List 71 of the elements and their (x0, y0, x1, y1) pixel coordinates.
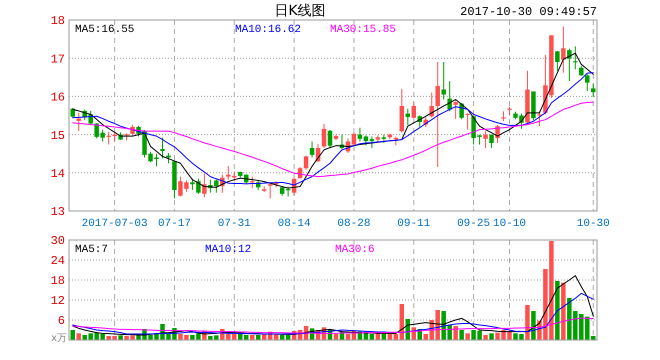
candlestick (585, 74, 590, 92)
candlestick (166, 152, 171, 164)
bar (489, 333, 494, 340)
bar (453, 326, 458, 340)
x-tick-label: 10-10 (492, 218, 526, 230)
y-tick-label: 6 (58, 314, 65, 328)
candlestick (328, 130, 332, 148)
bar (555, 281, 560, 340)
candlestick (160, 137, 165, 159)
y-tick-label: 17 (50, 52, 65, 66)
text: MA10:16.62 (235, 24, 302, 36)
bar (561, 282, 566, 340)
bar (70, 330, 75, 340)
candlestick (489, 134, 494, 148)
y-tick-label: 18 (50, 274, 65, 288)
candlestick (70, 107, 75, 118)
line-series (72, 292, 594, 334)
candlestick (76, 112, 81, 132)
x-tick-label: 09-25 (457, 218, 490, 230)
x-tick-label: 10-30 (576, 218, 610, 230)
line-series (72, 275, 594, 336)
candlestick (441, 62, 446, 100)
x-tick-label: 08-14 (278, 218, 312, 230)
candlestick (561, 26, 566, 74)
x-tick-label: 07-31 (218, 218, 252, 230)
y-tick-label: 13 (50, 205, 65, 220)
candlestick (591, 83, 596, 98)
candlestick (465, 112, 470, 130)
y-tick-label: 18 (50, 14, 65, 28)
line-series (72, 102, 594, 178)
text: MA30:15.85 (330, 24, 396, 36)
text: MA10:12 (205, 244, 252, 256)
text: MA5:16.55 (75, 24, 134, 36)
y-tick-label: 24 (50, 254, 65, 268)
y-tick-label: 15 (50, 128, 65, 143)
candlestick (406, 108, 410, 126)
candlestick (483, 130, 488, 148)
bar (334, 334, 338, 340)
y-axis-title: x万 (51, 333, 67, 344)
candlestick (429, 92, 434, 118)
candlestick (453, 100, 458, 120)
bar (483, 335, 488, 340)
text: MA30:6 (335, 244, 375, 256)
bar (250, 335, 254, 340)
candlestick (435, 62, 440, 168)
x-tick-label: 2017-07-03 (82, 218, 148, 230)
y-tick-label: 30 (50, 234, 65, 248)
chart-title: 日K线图 (274, 3, 326, 19)
candlestick (304, 155, 308, 170)
bar (382, 334, 386, 340)
bar (76, 333, 81, 340)
x-tick-label: 07-17 (158, 218, 191, 230)
candlestick (250, 176, 254, 189)
text: 2017-10-30 09:49:57 (460, 5, 597, 19)
x-tick-label: 09-11 (397, 218, 431, 230)
bar (465, 333, 470, 340)
candlestick (322, 123, 326, 148)
candlestick (310, 140, 314, 158)
candlestick (555, 50, 560, 72)
bar (256, 335, 260, 340)
line-series (72, 318, 594, 334)
text: MA5:7 (75, 244, 108, 256)
y-tick-label: 16 (50, 90, 65, 105)
bar (459, 330, 464, 340)
candlestick (579, 65, 584, 76)
candlestick (268, 182, 272, 199)
bar (525, 305, 530, 340)
y-tick-label: 12 (50, 294, 65, 308)
candlestick (412, 102, 416, 120)
x-tick-label: 08-28 (337, 218, 370, 230)
y-tick-label: 14 (50, 167, 65, 181)
